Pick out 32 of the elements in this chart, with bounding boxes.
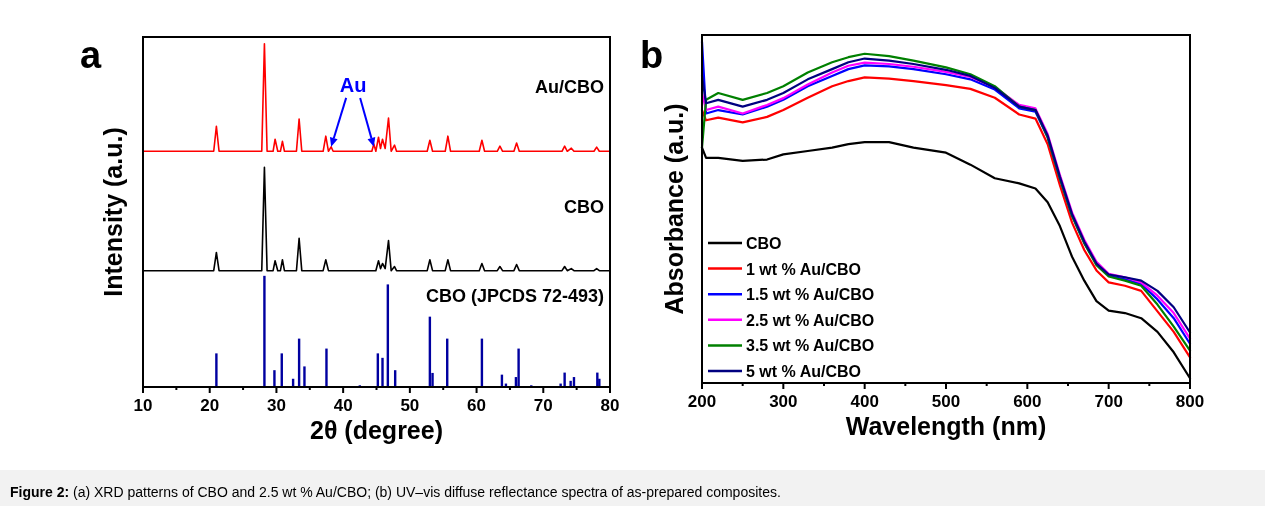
x-tick-label: 10 <box>133 396 153 415</box>
caption: Figure 2: (a) XRD patterns of CBO and 2.5 wt % Au/CBO; (b) UV–vis diffuse reflectance spectra of as-prepared composites. <box>10 484 781 500</box>
text: CBO <box>564 196 604 217</box>
chart-title: a <box>80 34 102 76</box>
annotation: Au <box>339 73 367 96</box>
legend-label: 5 wt % Au/CBO <box>746 363 861 380</box>
text: Au/CBO <box>535 77 604 98</box>
x-tick-label: 80 <box>600 396 620 415</box>
x-tick-label: 40 <box>333 396 353 415</box>
x-tick-label: 60 <box>467 396 487 415</box>
x-tick-label: 400 <box>850 392 879 411</box>
x-tick-label: 70 <box>533 396 553 415</box>
legend-label: 1.5 wt % Au/CBO <box>746 286 875 304</box>
x-axis-title: Wavelength (nm) <box>845 412 1047 440</box>
y-axis-title: Absorbance (a.u.) <box>660 103 688 315</box>
x-axis-title: 2θ (degree) <box>310 416 443 444</box>
x-tick-label: 700 <box>1094 392 1123 411</box>
legend-label: 1 wt % Au/CBO <box>746 260 861 278</box>
x-tick-label: 200 <box>687 392 717 411</box>
legend-label: 3.5 wt % Au/CBO <box>746 337 875 355</box>
legend-label: CBO <box>746 235 782 252</box>
chart-title: b <box>640 34 664 76</box>
x-tick-label: 50 <box>400 396 420 415</box>
x-tick-label: 300 <box>769 392 798 411</box>
y-axis-title: Intensity (a.u.) <box>99 127 127 297</box>
x-tick-label: 20 <box>200 396 220 415</box>
x-tick-label: 600 <box>1013 392 1042 411</box>
legend-label: 2.5 wt % Au/CBO <box>746 311 875 329</box>
series-label: CBO (JPCDS 72-493) <box>425 285 604 306</box>
x-tick-label: 30 <box>266 396 286 415</box>
x-tick-label: 800 <box>1175 392 1205 411</box>
x-tick-label: 500 <box>931 392 961 411</box>
